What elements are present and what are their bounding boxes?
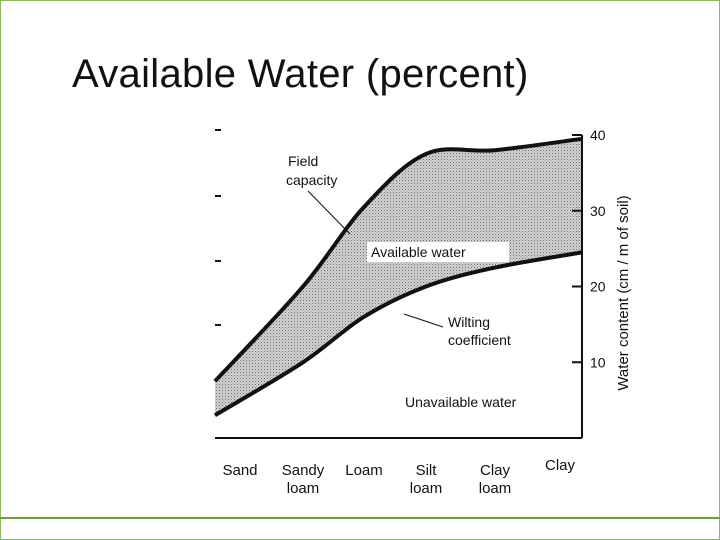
x-tick-label-line: Clay (480, 462, 511, 479)
left-tick-marks (215, 129, 221, 388)
annotation-unavailable-water: Unavailable water (405, 394, 517, 410)
y-ticks: 10 20 30 40 (572, 127, 606, 370)
y-tick-label: 30 (590, 203, 606, 219)
x-tick-label: Clay (545, 457, 576, 474)
y-axis-title: Water content (cm / m of soil) (615, 195, 632, 390)
annotation-field-capacity-line2: capacity (286, 172, 337, 188)
annotation-wilting-coefficient: Wilting coefficient (448, 314, 511, 348)
leader-wilting-coefficient (403, 313, 444, 328)
available-water-label-bg (367, 242, 509, 262)
annotation-available-water: Available water (371, 244, 466, 260)
y-tick-label: 40 (590, 127, 606, 143)
x-tick-label: Loam (345, 462, 383, 479)
annotation-wilting-line2: coefficient (448, 332, 511, 348)
y-tick-label: 10 (590, 354, 606, 370)
x-tick-label-line: Silt (416, 462, 438, 479)
x-tick-label-line: Sandy (282, 462, 325, 479)
annotation-field-capacity-line1: Field (288, 153, 318, 169)
annotation-wilting-line1: Wilting (448, 314, 490, 330)
y-tick-label: 20 (590, 279, 606, 295)
available-water-area (215, 138, 582, 416)
x-tick-label-line: Loam (345, 462, 383, 479)
bottom-divider (0, 517, 720, 519)
x-tick-label-line: loam (287, 480, 320, 497)
x-tick-label: Sandy loam (282, 462, 325, 497)
x-tick-label-line: loam (410, 480, 443, 497)
x-tick-label-line: Sand (222, 462, 257, 479)
x-tick-label-line: Clay (545, 457, 576, 474)
slide-title: Available Water (percent) (72, 52, 529, 96)
leader-field-capacity (307, 190, 351, 235)
wilting-coefficient-line (213, 250, 583, 418)
x-tick-label: Silt loam (410, 462, 443, 497)
x-tick-label: Sand (222, 462, 257, 479)
annotation-field-capacity: Field capacity (286, 153, 337, 188)
x-tick-label: Clay loam (479, 462, 512, 497)
field-capacity-line (213, 136, 583, 383)
annotations: Field capacity Available water Wilting c… (286, 153, 517, 410)
x-tick-label-line: loam (479, 480, 512, 497)
